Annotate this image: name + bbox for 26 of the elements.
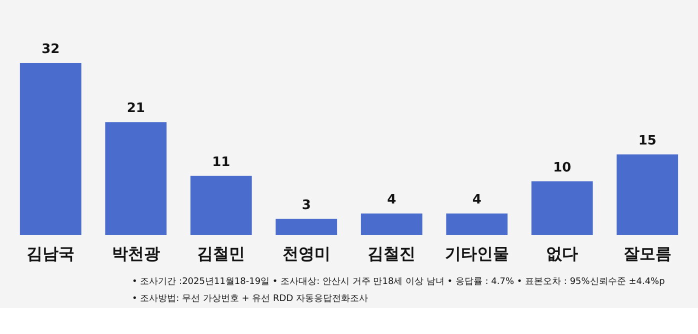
text: • 조사기간 :2025년11월18-19일 • 조사대상: 안산시 거주 만18세 이상 남녀 • 응답률 : 4.7% • 표본오차 : 95%신뢰수준 ±4.4%p (132, 277, 666, 287)
x-tick-label: 박천광 (112, 244, 160, 263)
x-tick-label: 김철민 (197, 244, 246, 263)
bar (446, 214, 508, 235)
data-label: 15 (638, 133, 656, 148)
x-tick-label: 김남국 (26, 244, 75, 263)
data-label: 4 (472, 192, 482, 208)
bar (360, 214, 422, 235)
text: • 조사방법: 무선 가상번호 + 유선 RDD 자동응답전화조사 (132, 294, 368, 304)
x-tick-label: 없다 (546, 244, 578, 263)
bar (105, 122, 167, 235)
data-label: 11 (212, 154, 230, 170)
x-tick-label: 잘모름 (623, 244, 672, 263)
x-tick-label: 김철진 (368, 244, 416, 263)
data-label: 21 (126, 101, 145, 116)
data-label: 4 (387, 192, 396, 208)
x-tick-label: 기타인물 (444, 244, 509, 263)
bar (531, 181, 593, 235)
x-tick-label: 천영미 (282, 244, 330, 263)
bar (276, 218, 338, 235)
data-label: 3 (302, 198, 311, 213)
bar (190, 176, 252, 235)
data-label: 32 (42, 42, 60, 57)
bar (616, 154, 678, 235)
bar (20, 63, 82, 235)
data-label: 10 (553, 160, 572, 176)
